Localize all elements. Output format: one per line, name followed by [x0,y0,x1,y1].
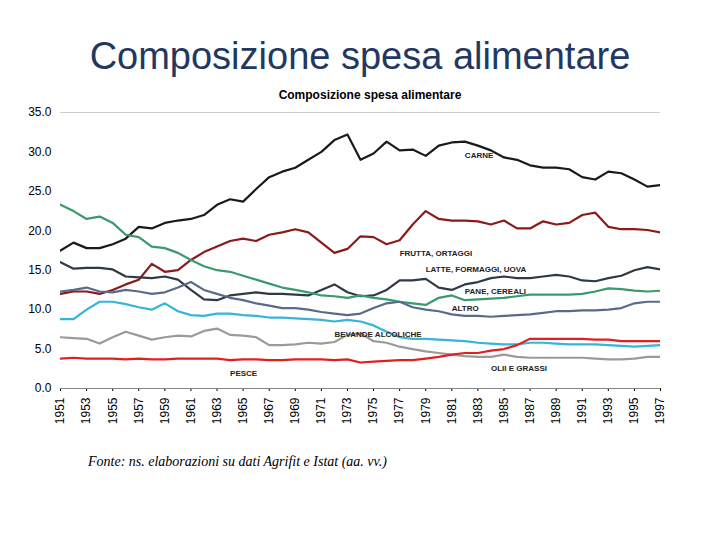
html-text:Fonte: ns. elaborazioni su dat: Fonte: ns. elaborazioni su dati Agrifit … [88,454,387,469]
svg-text:0.0: 0.0 [35,381,52,395]
svg-text:1975: 1975 [366,397,380,424]
svg-text:30.0: 30.0 [28,145,52,159]
svg-text:1997: 1997 [653,397,667,424]
svg-text:1995: 1995 [627,397,641,424]
html-text:Composizione spesa alimentare: Composizione spesa alimentare [89,35,631,77]
svg-text:1981: 1981 [445,397,459,424]
svg-text:PANE, CEREALI: PANE, CEREALI [465,287,526,296]
svg-text:1953: 1953 [79,397,93,424]
svg-text:5.0: 5.0 [35,342,52,356]
svg-text:1979: 1979 [419,397,433,424]
html-text:Composizione spesa alimentare: Composizione spesa alimentare [278,88,462,102]
svg-text:1985: 1985 [497,397,511,424]
svg-text:10.0: 10.0 [28,302,52,316]
svg-text:OLII E GRASSI: OLII E GRASSI [491,364,547,373]
svg-text:1989: 1989 [549,397,563,424]
svg-text:1957: 1957 [132,397,146,424]
svg-text:1991: 1991 [575,397,589,424]
svg-text:1973: 1973 [340,397,354,424]
svg-text:1983: 1983 [471,397,485,424]
svg-text:FRUTTA, ORTAGGI: FRUTTA, ORTAGGI [400,249,473,258]
svg-text:BEVANDE ALCOLICHE: BEVANDE ALCOLICHE [334,330,422,339]
svg-text:1963: 1963 [210,397,224,424]
svg-text:1951: 1951 [53,397,67,424]
svg-text:35.0: 35.0 [28,105,52,119]
svg-text:1971: 1971 [314,397,328,424]
svg-text:ALTRO: ALTRO [452,304,479,313]
svg-text:1987: 1987 [523,397,537,424]
svg-text:20.0: 20.0 [28,224,52,238]
svg-text:1977: 1977 [392,397,406,424]
svg-text:PESCE: PESCE [230,369,258,378]
svg-text:1993: 1993 [601,397,615,424]
svg-text:25.0: 25.0 [28,184,52,198]
svg-text:1969: 1969 [288,397,302,424]
svg-text:1965: 1965 [236,397,250,424]
svg-text:15.0: 15.0 [28,263,52,277]
svg-text:1961: 1961 [184,397,198,424]
svg-text:1967: 1967 [262,397,276,424]
svg-text:LATTE, FORMAGGI, UOVA: LATTE, FORMAGGI, UOVA [426,265,527,274]
svg-text:CARNE: CARNE [465,151,494,160]
svg-text:1955: 1955 [106,397,120,424]
svg-text:1959: 1959 [158,397,172,424]
